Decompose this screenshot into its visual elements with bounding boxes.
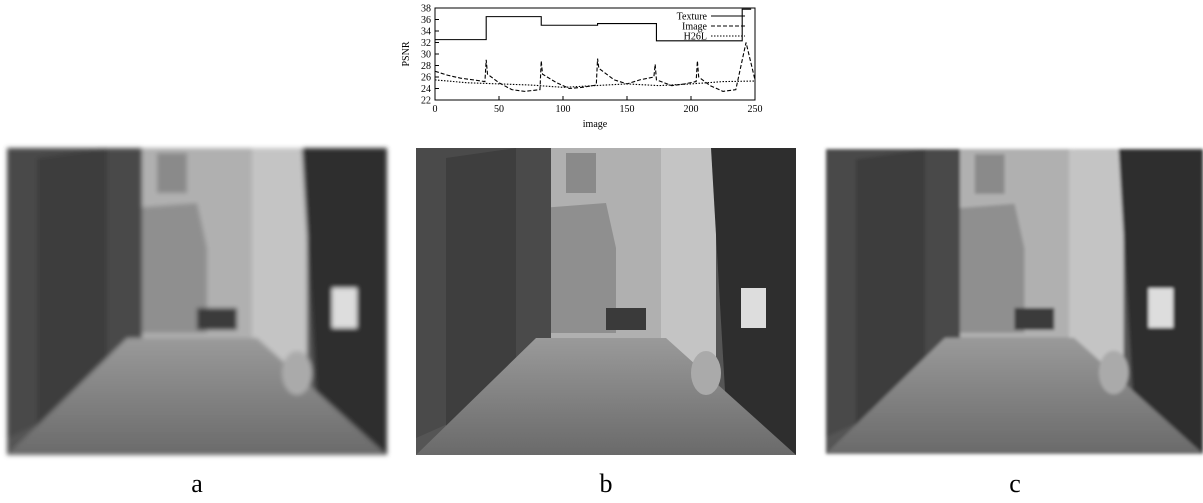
x-tick-label: 0 [433, 104, 438, 115]
panel-label: a [191, 469, 203, 498]
y-tick-label: 38 [421, 4, 431, 15]
x-tick-label: 150 [620, 104, 635, 115]
y-tick-label: 32 [421, 38, 431, 49]
y-tick-label: 24 [421, 84, 431, 95]
x-tick-label: 250 [748, 104, 763, 115]
image-a [7, 148, 387, 455]
x-tick-label: 200 [684, 104, 699, 115]
figure: 222426283032343638 0 50 100 150 200 250 image PS… [0, 0, 1203, 498]
y-axis-label: PSNR [401, 41, 412, 66]
x-axis-label: image [583, 119, 608, 130]
x-tick-label: 50 [494, 104, 504, 115]
plot-frame [435, 8, 755, 100]
image-c [826, 149, 1203, 454]
y-tick-label: 34 [421, 27, 431, 38]
y-tick-label: 22 [421, 96, 431, 107]
y-tick-label: 36 [421, 15, 431, 26]
y-tick-label: 28 [421, 61, 431, 72]
panel-label: c [1009, 469, 1021, 498]
y-tick-label: 30 [421, 50, 431, 61]
x-tick-label: 100 [556, 104, 571, 115]
panel-label: b [600, 469, 613, 498]
series-line [435, 43, 755, 92]
image-b [416, 148, 796, 455]
legend-label: H26L [684, 32, 707, 43]
y-tick-label: 26 [421, 73, 431, 84]
